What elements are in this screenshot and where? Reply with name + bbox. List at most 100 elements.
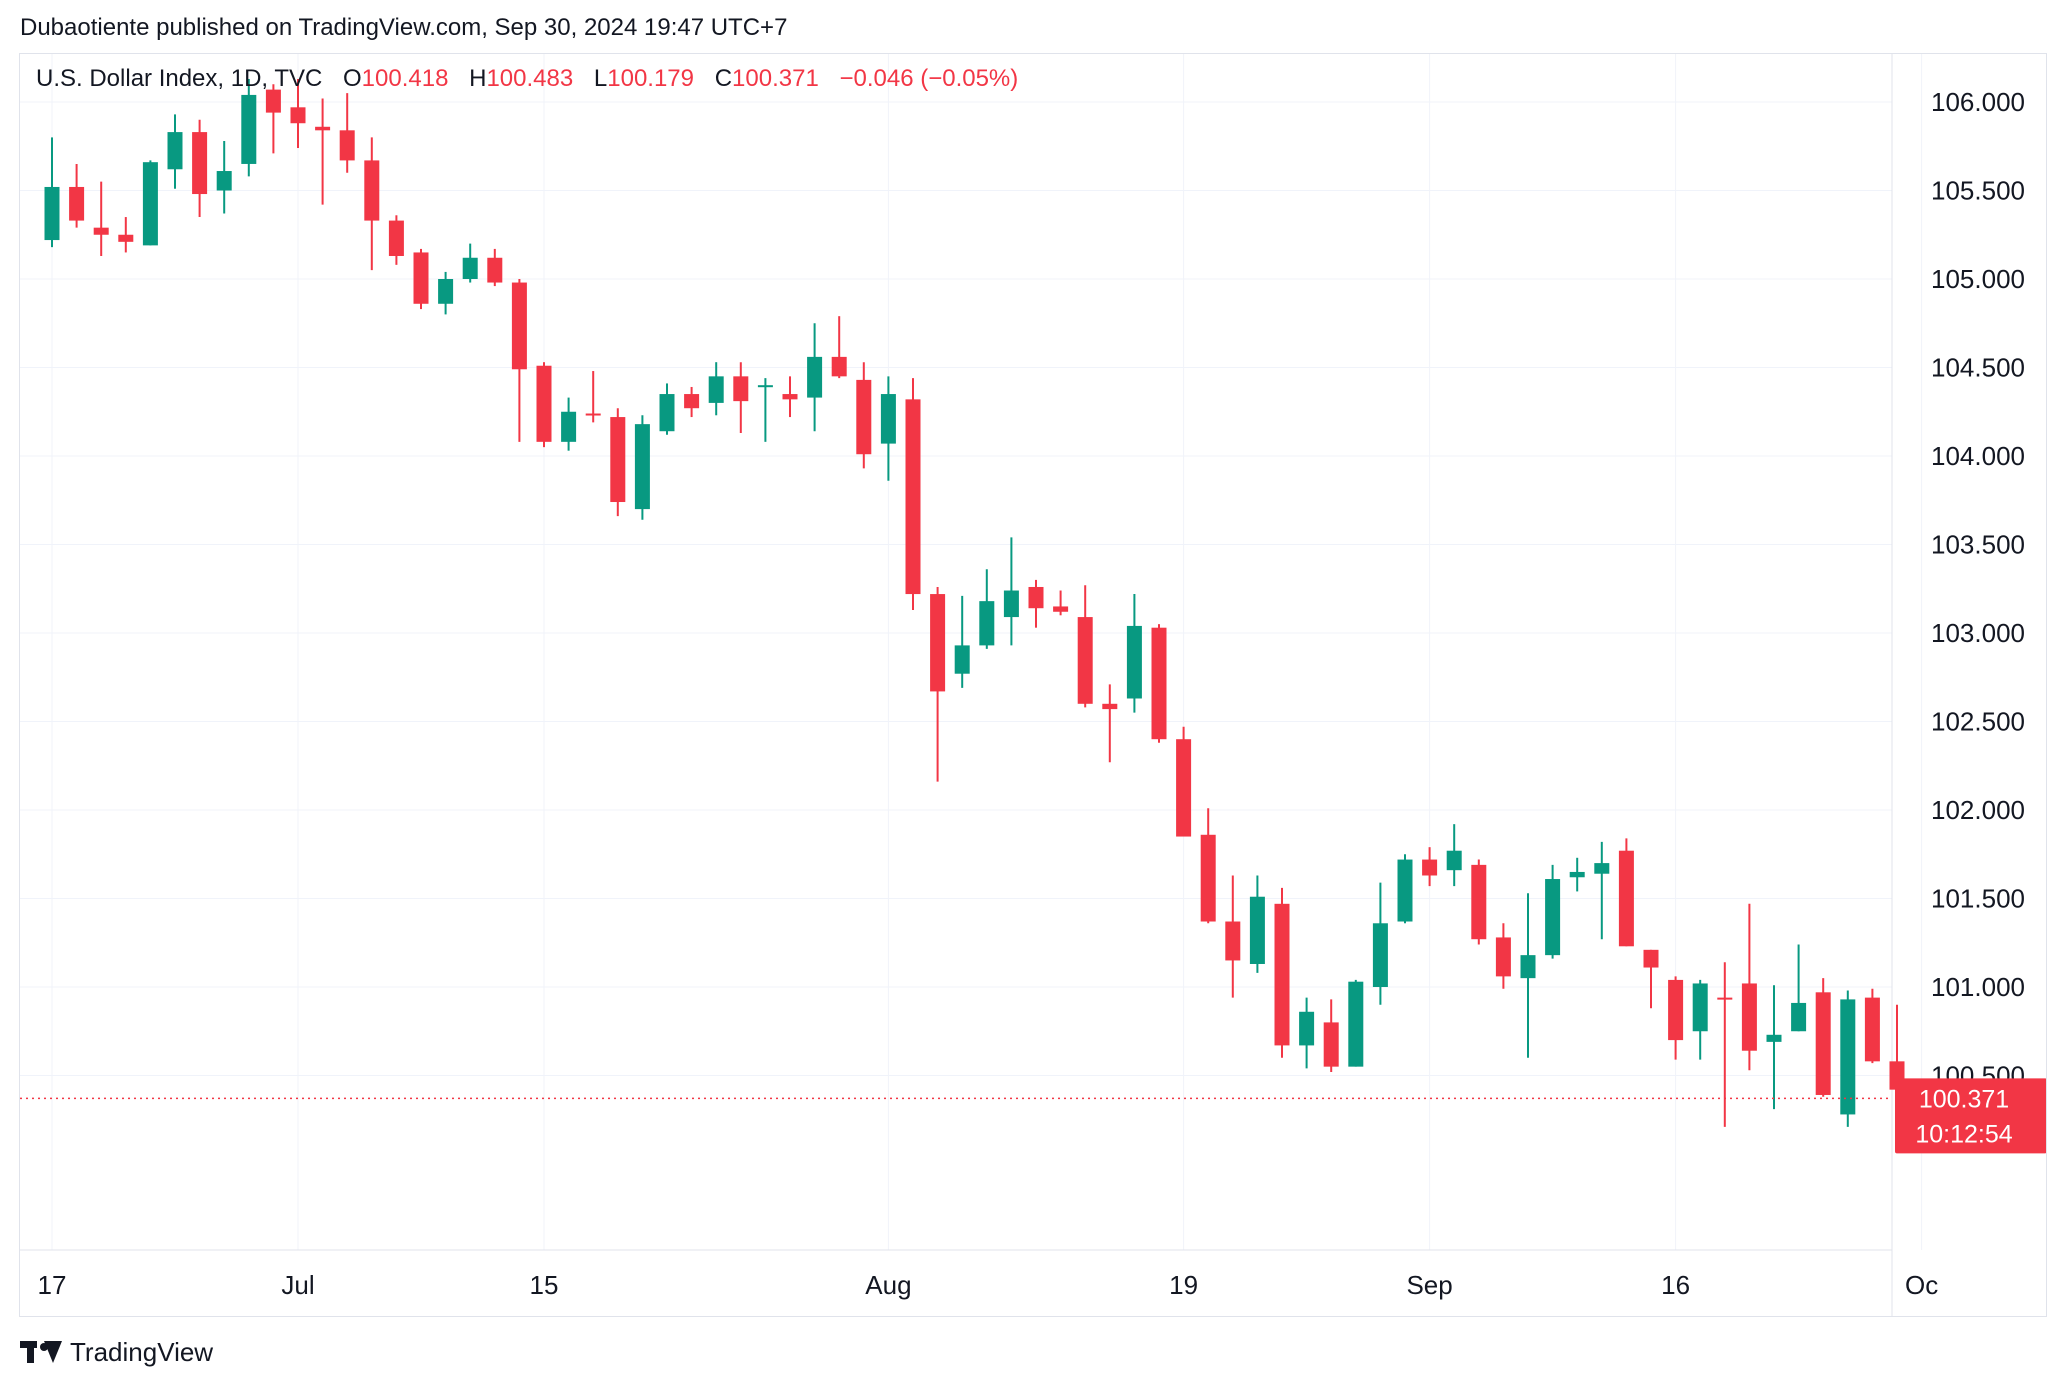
candle[interactable] [1618,838,1634,947]
candle[interactable] [339,93,355,173]
chart-legend: U.S. Dollar Index, 1D, TVC O100.418 H100… [36,65,1018,92]
candle[interactable] [905,378,921,610]
candle[interactable] [1495,923,1511,989]
candle[interactable] [438,271,454,315]
candle[interactable] [1053,590,1069,616]
candle[interactable] [241,78,257,177]
candle[interactable] [511,279,527,442]
candle[interactable] [1274,887,1290,1058]
candle[interactable] [954,595,970,688]
candle[interactable] [561,397,577,451]
candle[interactable] [142,160,158,246]
candle[interactable] [413,248,429,310]
candle[interactable] [462,243,478,283]
candle[interactable] [757,378,773,442]
candle[interactable] [1077,585,1093,708]
candle[interactable] [487,248,503,287]
candle[interactable] [1372,882,1388,1005]
candle[interactable] [708,362,724,416]
price-axis-label: 101.500 [1931,884,2025,914]
candle[interactable] [979,569,995,649]
candle[interactable] [216,140,232,214]
candle-body [1618,850,1634,947]
candle[interactable] [315,98,331,205]
candle[interactable] [1151,624,1167,743]
candle[interactable] [265,84,281,154]
candle-body [1545,879,1561,956]
price-axis-label: 105.000 [1931,264,2025,294]
candle[interactable] [1594,841,1610,940]
candle[interactable] [1520,893,1536,1058]
candle[interactable] [1545,864,1561,959]
time-axis[interactable]: 17 Jul 15 Aug 19 Sep 16 Oc [38,1270,1939,1300]
candle[interactable] [1323,999,1339,1072]
candle[interactable] [388,215,404,265]
last-price-badge-price: 100.371 [1919,1085,2009,1113]
candle-body [462,257,478,279]
candle[interactable] [880,376,896,481]
candle[interactable] [684,386,700,418]
candle[interactable] [1225,875,1241,998]
candle[interactable] [44,137,60,248]
candle[interactable] [167,114,183,189]
candle-body [339,130,355,161]
candles[interactable] [44,78,1930,1138]
candle[interactable] [733,362,749,433]
candle[interactable] [856,362,872,469]
footer-brand-label: TradingView [70,1336,214,1367]
candle[interactable] [1692,979,1708,1060]
candle[interactable] [69,163,85,228]
candle[interactable] [1299,997,1315,1069]
candle[interactable] [831,316,847,379]
candle[interactable] [1741,903,1757,1071]
candle[interactable] [1397,854,1413,924]
candle[interactable] [659,383,675,435]
candle[interactable] [1766,985,1782,1110]
candle[interactable] [1471,859,1487,945]
candle[interactable] [1348,979,1364,1067]
candle[interactable] [807,323,823,432]
candle[interactable] [1446,824,1462,887]
footer-brand[interactable]: TradingView [20,1332,213,1372]
candle[interactable] [290,78,306,149]
candle-body [315,126,331,131]
candle[interactable] [1102,684,1118,763]
candle[interactable] [536,362,552,448]
candle[interactable] [1126,594,1142,713]
candle[interactable] [1176,726,1192,837]
grid-lines [20,54,1923,1250]
price-axis-label: 105.500 [1931,176,2025,206]
candle[interactable] [1791,944,1807,1032]
candle[interactable] [1643,949,1659,1009]
candle-body [142,162,158,246]
candle[interactable] [1249,875,1265,973]
price-axis[interactable]: 100.500101.000101.500102.000102.500103.0… [1931,87,2025,1091]
candle[interactable] [1864,988,1880,1064]
candle[interactable] [1815,978,1831,1097]
candle-body [192,132,208,195]
candle-body [561,411,577,442]
candle[interactable] [1003,537,1019,646]
candle-body [69,186,85,221]
candle[interactable] [1840,990,1856,1127]
candle[interactable] [930,586,946,782]
candle[interactable] [1422,847,1438,887]
candle[interactable] [93,181,109,256]
chart-svg[interactable]: 100.500101.000101.500102.000102.500103.0… [20,54,2046,1316]
candle[interactable] [1569,857,1585,892]
candle-body [265,89,281,113]
chart-frame[interactable]: 100.500 101.000 101.500 102.000 102.500 103.0… [19,53,2047,1317]
candle[interactable] [1668,976,1684,1060]
candle-body [1028,586,1044,609]
candle[interactable] [1200,808,1216,924]
candle[interactable] [634,415,650,520]
candle[interactable] [782,376,798,418]
candle[interactable] [610,408,626,517]
candle[interactable] [1717,962,1733,1127]
candle[interactable] [1028,579,1044,628]
candle[interactable] [585,371,601,423]
legend-symbol: U.S. Dollar Index, 1D, TVC [36,65,322,92]
candle[interactable] [118,217,134,253]
candle[interactable] [364,137,380,271]
candle[interactable] [192,119,208,218]
